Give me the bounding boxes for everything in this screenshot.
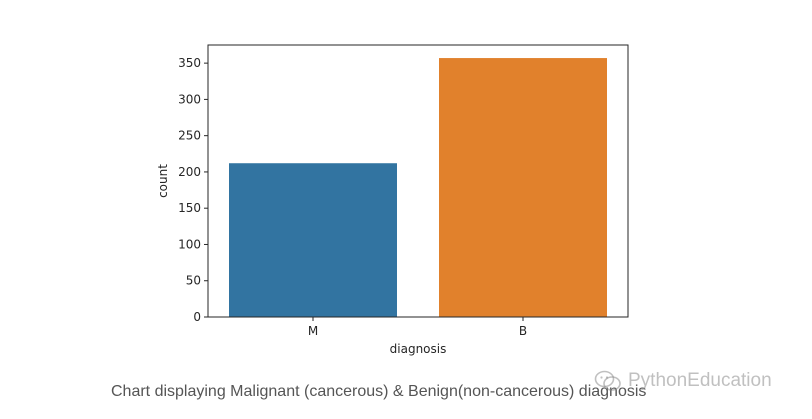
watermark: PythonEducation xyxy=(594,369,772,393)
watermark-text: PythonEducation xyxy=(628,370,772,391)
plot-frame xyxy=(207,44,629,318)
y-tick-label: 50 xyxy=(186,274,201,288)
y-tick-label: 250 xyxy=(178,129,201,143)
y-tick-label: 200 xyxy=(178,165,201,179)
plot-area xyxy=(229,58,607,317)
y-tick-label: 150 xyxy=(178,201,201,215)
chart-caption: Chart displaying Malignant (cancerous) &… xyxy=(111,383,647,400)
bar-M xyxy=(229,163,397,317)
y-tick-label: 0 xyxy=(193,310,201,324)
wechat-icon xyxy=(594,370,621,391)
y-tick-label: 300 xyxy=(178,92,201,106)
x-tick-label: M xyxy=(308,324,318,338)
x-tick-label: B xyxy=(519,324,527,338)
y-tick-label: 100 xyxy=(178,237,201,251)
x-axis-label: diagnosis xyxy=(390,342,447,356)
bar-B xyxy=(439,58,607,317)
y-axis-ticks: 0 50 100 150 200 250 300 350 xyxy=(178,56,208,324)
y-tick-label: 350 xyxy=(178,56,201,70)
y-axis-label: count xyxy=(156,164,170,198)
